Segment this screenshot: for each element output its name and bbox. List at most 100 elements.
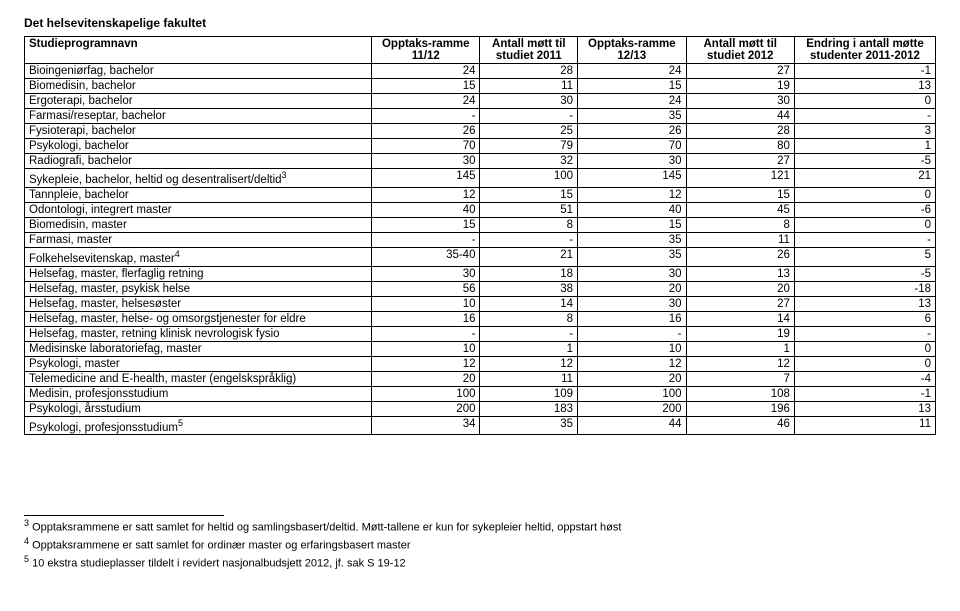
cell-c4: 45 xyxy=(686,202,794,217)
cell-c2: 100 xyxy=(480,169,578,188)
cell-c4: 27 xyxy=(686,154,794,169)
cell-c2: 183 xyxy=(480,401,578,416)
cell-c4: 121 xyxy=(686,169,794,188)
cell-name: Medisinske laboratoriefag, master xyxy=(25,341,372,356)
cell-c2: 14 xyxy=(480,296,578,311)
table-row: Fysioterapi, bachelor262526283 xyxy=(25,124,936,139)
cell-name: Ergoterapi, bachelor xyxy=(25,94,372,109)
cell-c1: 70 xyxy=(372,139,480,154)
cell-name: Psykologi, årsstudium xyxy=(25,401,372,416)
cell-c1: 15 xyxy=(372,217,480,232)
cell-c5: 1 xyxy=(794,139,935,154)
footnote-4: 4 Opptaksrammene er satt samlet for ordi… xyxy=(24,536,936,552)
cell-c3: 30 xyxy=(578,296,686,311)
cell-c5: - xyxy=(794,326,935,341)
cell-c4: 108 xyxy=(686,386,794,401)
cell-c2: 12 xyxy=(480,356,578,371)
cell-name: Telemedicine and E-health, master (engel… xyxy=(25,371,372,386)
cell-name: Helsefag, master, helse- og omsorgstjene… xyxy=(25,311,372,326)
cell-c2: 15 xyxy=(480,187,578,202)
cell-c3: 100 xyxy=(578,386,686,401)
cell-c5: 13 xyxy=(794,296,935,311)
cell-c1: 34 xyxy=(372,416,480,435)
cell-c4: 15 xyxy=(686,187,794,202)
cell-c5: -1 xyxy=(794,64,935,79)
cell-name: Biomedisin, bachelor xyxy=(25,79,372,94)
table-row: Odontologi, integrert master40514045-6 xyxy=(25,202,936,217)
cell-c5: -4 xyxy=(794,371,935,386)
table-row: Medisinske laboratoriefag, master1011010 xyxy=(25,341,936,356)
cell-name: Helsefag, master, psykisk helse xyxy=(25,281,372,296)
cell-c1: 12 xyxy=(372,187,480,202)
cell-c2: 8 xyxy=(480,311,578,326)
cell-c1: 145 xyxy=(372,169,480,188)
table-row: Biomedisin, bachelor1511151913 xyxy=(25,79,936,94)
cell-c2: - xyxy=(480,232,578,247)
cell-c3: 35 xyxy=(578,109,686,124)
cell-c2: 35 xyxy=(480,416,578,435)
cell-c1: 12 xyxy=(372,356,480,371)
cell-c4: 30 xyxy=(686,94,794,109)
cell-c5: 0 xyxy=(794,356,935,371)
cell-c2: 109 xyxy=(480,386,578,401)
cell-c4: 8 xyxy=(686,217,794,232)
table-row: Psykologi, profesjonsstudium53435444611 xyxy=(25,416,936,435)
table-row: Medisin, profesjonsstudium100109100108-1 xyxy=(25,386,936,401)
cell-c1: 30 xyxy=(372,154,480,169)
cell-c3: 24 xyxy=(578,64,686,79)
table-row: Folkehelsevitenskap, master435-402135265 xyxy=(25,247,936,266)
cell-c4: 7 xyxy=(686,371,794,386)
cell-name: Sykepleie, bachelor, heltid og desentral… xyxy=(25,169,372,188)
cell-c4: 28 xyxy=(686,124,794,139)
cell-c1: - xyxy=(372,109,480,124)
cell-name: Psykologi, bachelor xyxy=(25,139,372,154)
cell-c2: 25 xyxy=(480,124,578,139)
cell-c5: -6 xyxy=(794,202,935,217)
cell-c1: - xyxy=(372,326,480,341)
table-row: Helsefag, master, helse- og omsorgstjene… xyxy=(25,311,936,326)
cell-c1: 10 xyxy=(372,296,480,311)
cell-c3: 44 xyxy=(578,416,686,435)
table-row: Farmasi, master--3511- xyxy=(25,232,936,247)
cell-name: Biomedisin, master xyxy=(25,217,372,232)
cell-c1: 24 xyxy=(372,64,480,79)
cell-c2: 1 xyxy=(480,341,578,356)
cell-name: Helsefag, master, helsesøster xyxy=(25,296,372,311)
cell-c2: 79 xyxy=(480,139,578,154)
cell-c1: 40 xyxy=(372,202,480,217)
cell-c2: 8 xyxy=(480,217,578,232)
cell-c3: 10 xyxy=(578,341,686,356)
cell-c3: 20 xyxy=(578,281,686,296)
footnote-3: 3 Opptaksrammene er satt samlet for helt… xyxy=(24,518,936,534)
cell-c5: 5 xyxy=(794,247,935,266)
cell-c5: 13 xyxy=(794,401,935,416)
cell-c1: 20 xyxy=(372,371,480,386)
cell-c4: 11 xyxy=(686,232,794,247)
cell-name: Psykologi, master xyxy=(25,356,372,371)
cell-c3: 70 xyxy=(578,139,686,154)
cell-c3: 26 xyxy=(578,124,686,139)
cell-c5: 13 xyxy=(794,79,935,94)
cell-c4: 19 xyxy=(686,79,794,94)
cell-c4: 27 xyxy=(686,64,794,79)
cell-c5: 0 xyxy=(794,94,935,109)
cell-c5: -1 xyxy=(794,386,935,401)
cell-c4: 12 xyxy=(686,356,794,371)
cell-c4: 196 xyxy=(686,401,794,416)
cell-c4: 26 xyxy=(686,247,794,266)
cell-c2: 11 xyxy=(480,371,578,386)
cell-c2: 32 xyxy=(480,154,578,169)
cell-c2: 11 xyxy=(480,79,578,94)
header-c5: Endring i antall møtte studenter 2011-20… xyxy=(794,37,935,64)
cell-c5: 6 xyxy=(794,311,935,326)
cell-name: Psykologi, profesjonsstudium5 xyxy=(25,416,372,435)
cell-c2: 18 xyxy=(480,266,578,281)
table-row: Helsefag, master, helsesøster1014302713 xyxy=(25,296,936,311)
cell-c3: 12 xyxy=(578,356,686,371)
header-name: Studieprogramnavn xyxy=(25,37,372,64)
cell-c5: - xyxy=(794,109,935,124)
cell-c3: 16 xyxy=(578,311,686,326)
cell-c1: 16 xyxy=(372,311,480,326)
cell-c2: - xyxy=(480,109,578,124)
cell-c4: 14 xyxy=(686,311,794,326)
